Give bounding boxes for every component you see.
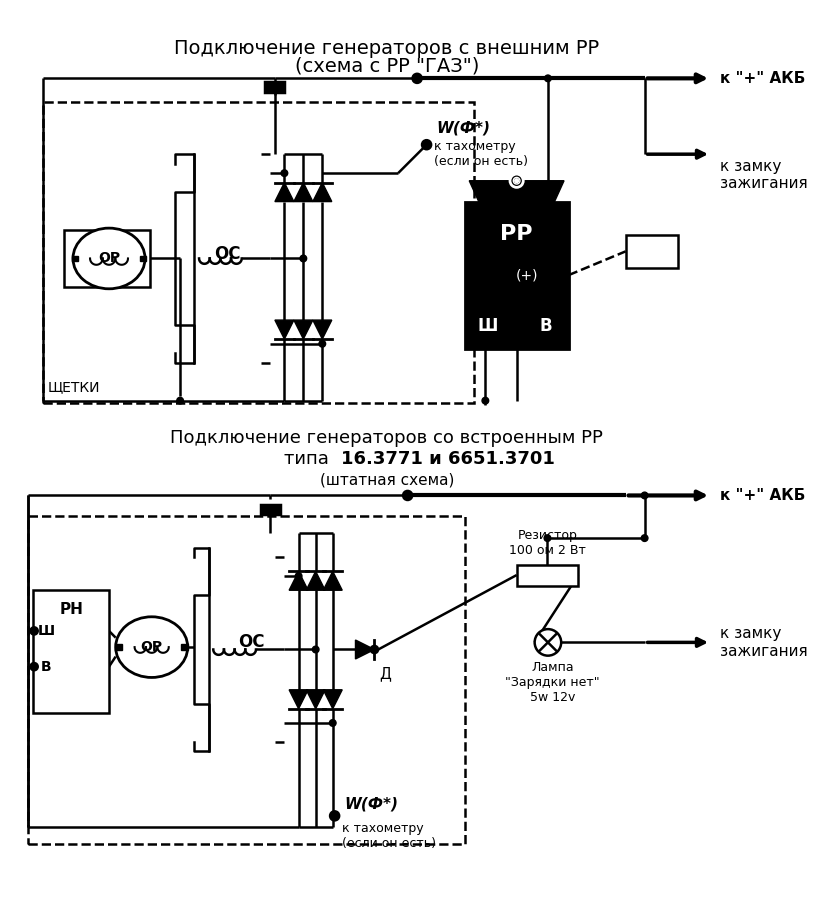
Bar <box>265 82 285 92</box>
Bar <box>42 102 474 403</box>
Text: ОС: ОС <box>238 633 264 651</box>
Polygon shape <box>294 182 313 201</box>
Circle shape <box>412 74 422 84</box>
Text: Ш: Ш <box>477 318 498 336</box>
Circle shape <box>330 719 336 726</box>
Bar <box>181 644 188 650</box>
Bar <box>626 234 678 268</box>
Text: W(Ф*): W(Ф*) <box>436 120 490 136</box>
Text: ЩЕТКИ: ЩЕТКИ <box>47 380 100 394</box>
Polygon shape <box>294 320 313 339</box>
Text: к замку
зажигания: к замку зажигания <box>721 159 808 191</box>
Circle shape <box>177 397 184 404</box>
Circle shape <box>330 811 339 821</box>
Bar <box>72 256 78 261</box>
Text: к "+" АКБ: к "+" АКБ <box>721 488 806 503</box>
Text: W(Ф*): W(Ф*) <box>344 797 398 811</box>
Text: Д: Д <box>379 666 391 682</box>
Polygon shape <box>313 320 332 339</box>
Bar <box>64 230 150 286</box>
Bar <box>29 516 464 844</box>
Circle shape <box>300 255 307 262</box>
Circle shape <box>30 627 38 635</box>
Text: Лампа
"Зарядки нет"
5w 12v: Лампа "Зарядки нет" 5w 12v <box>505 661 600 704</box>
Bar <box>140 256 146 261</box>
Circle shape <box>295 573 302 579</box>
Bar <box>517 565 579 585</box>
Circle shape <box>641 492 648 498</box>
Circle shape <box>281 170 288 177</box>
Text: 16.3771 и 6651.3701: 16.3771 и 6651.3701 <box>341 450 555 468</box>
Text: (+): (+) <box>516 268 539 282</box>
Text: ОС: ОС <box>215 245 241 263</box>
Circle shape <box>544 535 551 541</box>
Text: ОР: ОР <box>98 251 120 266</box>
Circle shape <box>482 397 489 404</box>
Circle shape <box>641 535 648 541</box>
Ellipse shape <box>116 617 188 677</box>
Text: ОР: ОР <box>140 640 162 654</box>
Text: Подключение генераторов со встроенным РР: Подключение генераторов со встроенным РР <box>171 429 603 447</box>
Polygon shape <box>323 690 342 709</box>
Polygon shape <box>469 180 564 201</box>
Circle shape <box>370 646 379 653</box>
Text: к замку
зажигания: к замку зажигания <box>721 626 808 658</box>
Text: к тахометру
(если он есть): к тахометру (если он есть) <box>342 822 437 850</box>
Circle shape <box>30 663 38 671</box>
Bar <box>116 644 122 650</box>
Circle shape <box>510 174 523 188</box>
Circle shape <box>403 490 412 500</box>
Text: РН: РН <box>59 602 83 617</box>
Text: Резистор
100 ом 2 Вт: Резистор 100 ом 2 Вт <box>509 529 586 557</box>
Text: типа: типа <box>285 450 341 468</box>
Polygon shape <box>275 182 294 201</box>
Text: к "+" АКБ: к "+" АКБ <box>721 71 806 86</box>
Circle shape <box>544 75 552 82</box>
Text: В: В <box>539 318 552 336</box>
Circle shape <box>313 647 319 653</box>
Polygon shape <box>356 640 375 659</box>
Text: (штатная схема): (штатная схема) <box>320 472 454 488</box>
Bar <box>33 590 109 714</box>
Text: РР: РР <box>500 224 533 244</box>
Polygon shape <box>275 320 294 339</box>
Polygon shape <box>323 571 342 590</box>
Polygon shape <box>306 571 325 590</box>
Circle shape <box>513 178 520 184</box>
Circle shape <box>515 179 518 182</box>
Circle shape <box>422 140 432 149</box>
Polygon shape <box>306 690 325 709</box>
Text: Ш: Ш <box>38 624 55 638</box>
Circle shape <box>534 629 561 656</box>
Text: к тахометру
(если он есть): к тахометру (если он есть) <box>434 140 528 168</box>
Text: В: В <box>41 660 51 674</box>
Ellipse shape <box>73 228 145 289</box>
Bar <box>260 505 280 515</box>
Polygon shape <box>313 182 332 201</box>
Bar <box>464 201 569 348</box>
Text: Подключение генераторов с внешним РР: Подключение генераторов с внешним РР <box>174 39 599 57</box>
Text: (схема с РР "ГАЗ"): (схема с РР "ГАЗ") <box>295 57 479 75</box>
Polygon shape <box>289 571 308 590</box>
Circle shape <box>319 340 326 348</box>
Polygon shape <box>289 690 308 709</box>
